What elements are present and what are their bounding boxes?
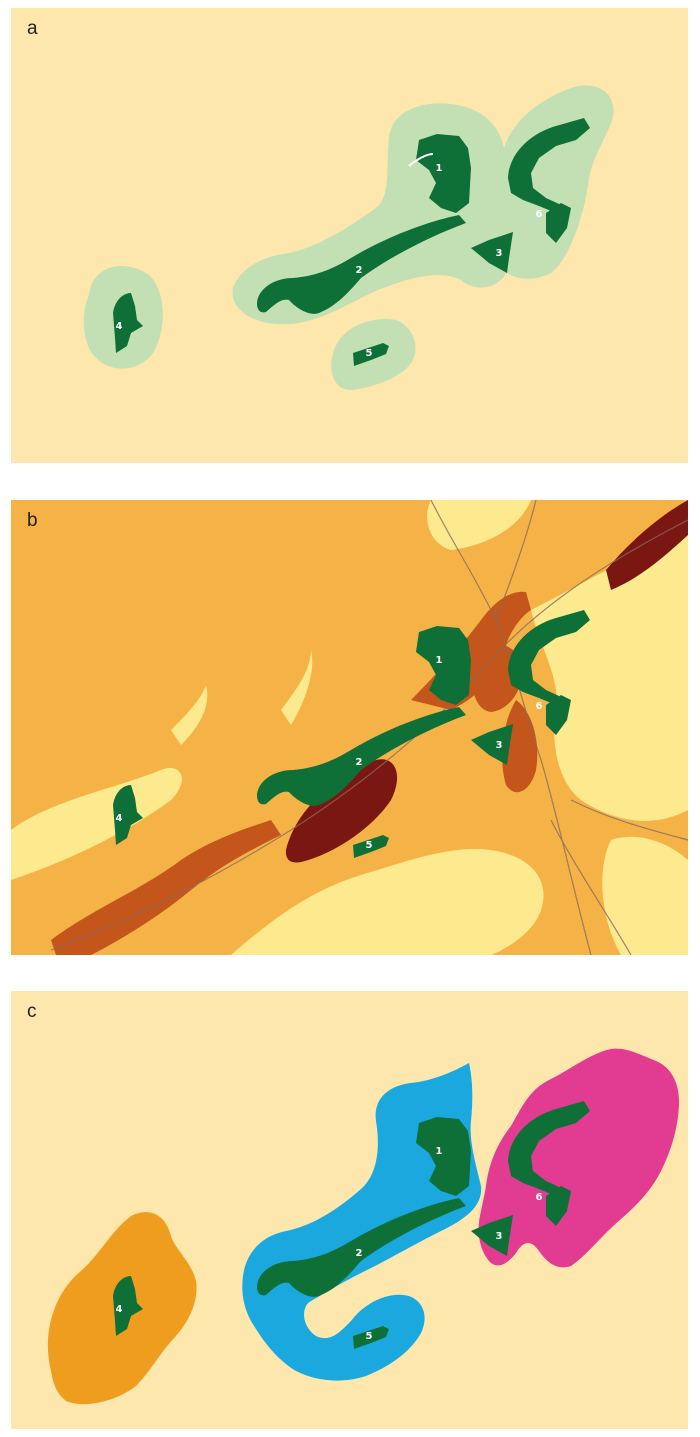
habitat-light-area (11, 768, 182, 880)
site-3-shape (471, 724, 513, 765)
habitat-light-area (531, 530, 688, 821)
site-number: 2 (356, 1248, 363, 1259)
sites (113, 1101, 590, 1349)
road-line (550, 819, 632, 955)
site-number: 5 (366, 1331, 373, 1342)
panel-label: b (27, 510, 38, 531)
site-1-shape (416, 1117, 471, 1196)
habitat-dark-area (502, 700, 538, 793)
sites (113, 610, 590, 858)
site-2-shape (257, 707, 466, 806)
road-line (50, 519, 688, 951)
habitat-darkest-area (285, 759, 398, 863)
panel-a: a 1 2 3 4 5 6 (11, 8, 688, 463)
panel-c: c 1 2 3 4 5 6 (11, 991, 688, 1429)
habitat-light-areas (11, 500, 688, 955)
habitat-dark-area (51, 820, 281, 955)
site-6-shape (508, 610, 590, 735)
site-number: 4 (116, 813, 123, 824)
site-1-shape (416, 626, 471, 705)
site-4-shape (113, 1276, 143, 1336)
map-buffer-zones: 1 2 3 4 5 6 (11, 8, 688, 463)
site-2-shape (257, 215, 466, 314)
habitat-darkest-area (606, 500, 688, 590)
road-line (570, 799, 688, 841)
site-2-shape (257, 1198, 466, 1297)
panel-label: a (27, 18, 38, 39)
panel-label: c (27, 1001, 37, 1022)
site-labels: 1 2 3 4 5 6 (116, 1146, 543, 1342)
map-habitat-suitability: 1 2 3 4 5 6 (11, 500, 688, 955)
roads (50, 500, 688, 955)
site-number: 6 (536, 209, 543, 220)
site-number: 6 (536, 701, 543, 712)
site-number: 1 (436, 655, 443, 666)
site-6-shape (508, 118, 590, 243)
road-line (495, 500, 537, 621)
buffer-zone-1-2-3-6 (232, 85, 614, 325)
habitat-light-area (427, 500, 531, 550)
site-4-shape (113, 293, 143, 353)
site-5-shape (353, 1326, 389, 1349)
site-3-shape (471, 1215, 513, 1256)
site-number: 3 (496, 1231, 503, 1242)
site-5-shape (353, 343, 389, 366)
road-line (430, 500, 592, 955)
habitat-light-area (602, 836, 688, 955)
panel-b: b (11, 500, 688, 955)
water-line (408, 153, 434, 167)
site-number: 5 (366, 348, 373, 359)
site-number: 2 (356, 265, 363, 276)
site-5-shape (353, 835, 389, 858)
site-number: 3 (496, 740, 503, 751)
habitat-light-area (171, 685, 208, 745)
site-number: 3 (496, 248, 503, 259)
site-6-shape (508, 1101, 590, 1226)
site-number: 6 (536, 1192, 543, 1203)
habitat-light-area (231, 849, 544, 955)
site-number: 1 (436, 1146, 443, 1157)
habitat-darkest-areas (285, 500, 688, 863)
site-number: 4 (116, 321, 123, 332)
map-catchments: 1 2 3 4 5 6 (11, 991, 688, 1429)
catchment-site-6-3 (478, 1048, 679, 1268)
site-number: 2 (356, 757, 363, 768)
site-number: 1 (436, 163, 443, 174)
sites (113, 118, 590, 366)
habitat-light-area (281, 650, 313, 725)
site-3-shape (471, 232, 513, 273)
site-labels: 1 2 3 4 5 6 (116, 655, 543, 851)
site-4-shape (113, 785, 143, 845)
site-labels: 1 2 3 4 5 6 (116, 163, 543, 359)
site-number: 4 (116, 1304, 123, 1315)
site-number: 5 (366, 840, 373, 851)
